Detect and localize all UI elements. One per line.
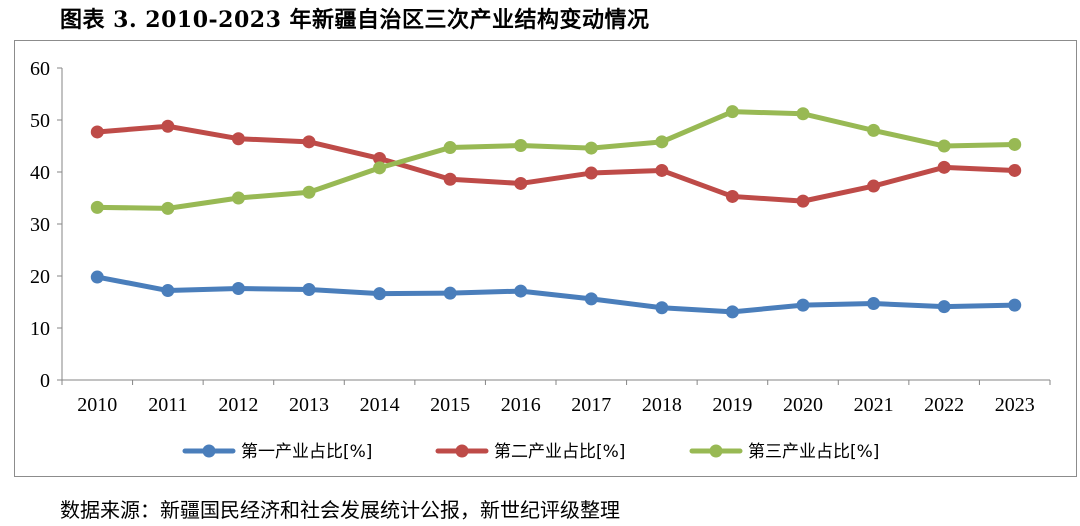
x-tick-label: 2018	[642, 394, 682, 416]
data-point	[443, 286, 457, 300]
data-point	[796, 107, 810, 121]
x-tick-label: 2019	[712, 394, 752, 416]
data-point	[443, 172, 457, 186]
data-point	[867, 297, 881, 311]
y-tick-label: 10	[30, 318, 50, 340]
data-point	[584, 166, 598, 180]
data-point	[725, 105, 739, 119]
x-tick-label: 2022	[924, 394, 964, 416]
x-tick-label: 2017	[571, 394, 611, 416]
data-point	[161, 201, 175, 215]
y-tick-label: 20	[30, 266, 50, 288]
data-point	[302, 185, 316, 199]
data-point	[867, 123, 881, 137]
x-tick-label: 2014	[360, 394, 400, 416]
series-2	[90, 119, 1022, 208]
data-point	[796, 298, 810, 312]
legend-label: 第一产业占比[%]	[241, 442, 372, 462]
legend-item: 第一产业占比[%]	[182, 442, 372, 462]
data-point	[1008, 298, 1022, 312]
data-point	[90, 200, 104, 214]
data-point	[514, 284, 528, 298]
data-point	[90, 270, 104, 284]
legend-item: 第二产业占比[%]	[435, 442, 625, 462]
data-point	[937, 300, 951, 314]
series-line	[94, 123, 1018, 204]
data-point	[373, 151, 387, 165]
series-line	[94, 274, 1018, 315]
x-tick-label: 2016	[501, 394, 541, 416]
data-point	[161, 119, 175, 133]
data-point	[725, 305, 739, 319]
data-point	[373, 287, 387, 301]
data-point	[584, 141, 598, 155]
x-tick-label: 2013	[289, 394, 329, 416]
series-1	[90, 270, 1022, 319]
data-point	[655, 301, 669, 315]
x-tick-label: 2020	[783, 394, 823, 416]
x-tick-label: 2023	[995, 394, 1035, 416]
y-tick-label: 50	[30, 110, 50, 132]
data-point	[514, 138, 528, 152]
data-point	[937, 139, 951, 153]
x-tick-label: 2012	[218, 394, 258, 416]
chart-title: 图表 3. 2010-2023 年新疆自治区三次产业结构变动情况	[60, 7, 650, 33]
legend-label: 第三产业占比[%]	[748, 442, 879, 462]
data-point	[443, 141, 457, 155]
data-point	[725, 189, 739, 203]
data-source-note: 数据来源：新疆国民经济和社会发展统计公报，新世纪评级整理	[60, 498, 620, 522]
data-point	[514, 176, 528, 190]
data-point	[655, 135, 669, 149]
data-point	[302, 135, 316, 149]
legend-marker	[455, 444, 469, 458]
x-tick-label: 2011	[148, 394, 187, 416]
legend-item: 第三产业占比[%]	[689, 442, 879, 462]
x-tick-label: 2010	[77, 394, 117, 416]
y-tick-label: 40	[30, 162, 50, 184]
legend-label: 第二产业占比[%]	[494, 442, 625, 462]
data-point	[231, 132, 245, 146]
data-point	[302, 283, 316, 297]
y-tick-label: 30	[30, 214, 50, 236]
data-point	[867, 179, 881, 193]
legend-marker	[202, 444, 216, 458]
data-point	[1008, 163, 1022, 177]
data-point	[161, 284, 175, 298]
data-point	[373, 161, 387, 175]
x-tick-label: 2021	[854, 394, 894, 416]
y-tick-label: 0	[40, 370, 50, 392]
data-point	[655, 163, 669, 177]
data-point	[231, 191, 245, 205]
data-point	[584, 292, 598, 306]
y-tick-label: 60	[30, 58, 50, 80]
series-3	[90, 105, 1022, 215]
data-point	[1008, 137, 1022, 151]
series-line	[94, 109, 1018, 211]
legend-marker	[709, 444, 723, 458]
x-tick-label: 2015	[430, 394, 470, 416]
data-point	[937, 160, 951, 174]
data-point	[796, 194, 810, 208]
data-point	[231, 281, 245, 295]
data-point	[90, 125, 104, 139]
chart-frame	[14, 40, 1077, 477]
